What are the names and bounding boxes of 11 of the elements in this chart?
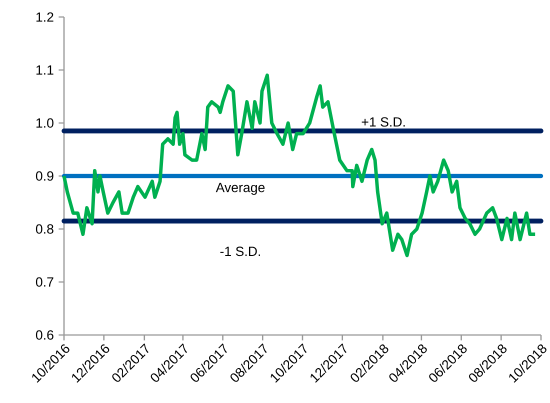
line-series bbox=[62, 74, 537, 258]
y-tick-label: 1.0 bbox=[36, 118, 54, 128]
ref-line-label: Average bbox=[216, 182, 265, 195]
ref-line-label: -1 S.D. bbox=[220, 246, 260, 256]
y-tick-label: 0.7 bbox=[36, 277, 54, 287]
y-tick-label: 0.6 bbox=[36, 330, 54, 340]
y-tick-label: 1.1 bbox=[36, 65, 54, 75]
ref-line-label: +1 S.D. bbox=[362, 117, 405, 127]
y-tick-label: 1.2 bbox=[36, 12, 54, 22]
y-tick-label: 0.8 bbox=[36, 224, 54, 234]
y-tick-label: 0.9 bbox=[36, 171, 54, 181]
